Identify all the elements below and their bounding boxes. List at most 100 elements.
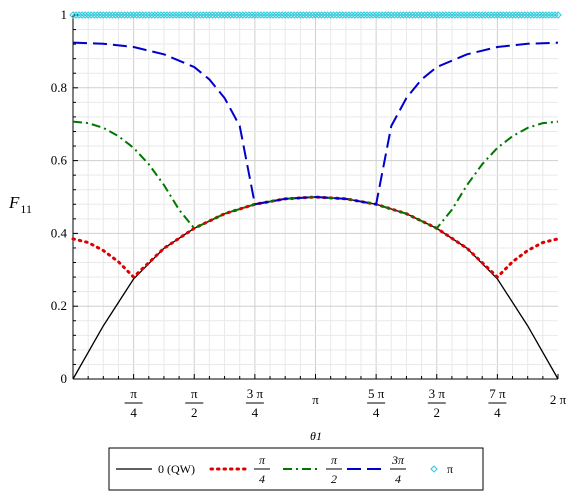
x-tick-label: π <box>312 392 319 407</box>
series-pi-point <box>463 11 471 19</box>
series-pi-point <box>266 11 274 19</box>
axes <box>72 14 559 380</box>
series-pi-point <box>305 11 314 19</box>
series-pi-point <box>526 11 535 19</box>
series-pi-point <box>445 11 453 19</box>
series-pi-point <box>242 11 250 19</box>
series-pi-point <box>172 11 180 19</box>
series-pi-point <box>175 11 183 19</box>
series-pi-point <box>363 11 371 19</box>
x-tick-label: 3 π4 <box>245 386 264 420</box>
series-pi-point <box>108 11 117 19</box>
series-pi-point <box>551 11 559 19</box>
y-tick-label: 0 <box>61 371 68 386</box>
series-pi-point <box>208 11 217 19</box>
series-pi-point <box>214 11 223 19</box>
series-pi-point <box>469 11 477 19</box>
series-pi-point <box>105 11 114 19</box>
series-pi-point <box>308 11 317 19</box>
series-pi-point <box>496 11 505 19</box>
y-tick-label: 0.4 <box>51 225 68 240</box>
series-pi-point <box>351 11 359 19</box>
series-pi-point <box>193 11 202 19</box>
series-pi-point <box>160 11 168 19</box>
series-pi-point <box>296 11 305 19</box>
series-pi-point <box>232 11 241 19</box>
series-pi-point <box>393 11 402 19</box>
series-pi-point <box>151 11 159 19</box>
series-pi-point <box>72 11 80 19</box>
series-pi-point <box>263 11 271 19</box>
series-pi-point <box>166 11 174 19</box>
series-pi-point <box>542 11 550 19</box>
series-pi-point <box>275 11 283 19</box>
series-pi-point <box>148 11 156 19</box>
series-pi-point <box>235 11 244 19</box>
series-pi-point <box>548 11 556 19</box>
series-pi-point <box>423 11 432 19</box>
series-pi-point <box>226 11 235 19</box>
series-pi-point <box>490 11 499 19</box>
series-pi-point <box>75 11 83 19</box>
x-tick-label: 2 π <box>550 392 567 407</box>
series-pi-point <box>184 11 192 19</box>
series-pi-point <box>439 11 447 19</box>
y-tick-label: 0.2 <box>51 298 67 313</box>
legend-label-numerator: π <box>259 453 266 467</box>
series-pi-point <box>381 11 389 19</box>
series-pi-point <box>290 11 299 19</box>
legend-label-denominator: 4 <box>395 472 401 486</box>
series-pi-point <box>508 11 517 19</box>
series-pi-point <box>90 11 98 19</box>
series-pi-point <box>78 11 86 19</box>
series-pi-point <box>390 11 399 19</box>
legend-item: 0 (QW) <box>116 462 195 476</box>
legend-item: π4 <box>209 453 270 486</box>
x-tick-label: 7 π4 <box>488 386 507 420</box>
series-pi-point <box>514 11 523 19</box>
series-pi-point <box>329 11 338 19</box>
series-pi-point <box>145 11 153 19</box>
series-pi-point <box>281 11 289 19</box>
x-tick-numerator: 3 π <box>247 386 264 401</box>
x-tick-denominator: 4 <box>130 405 137 420</box>
x-tick-numerator: 3 π <box>429 386 446 401</box>
series-pi-point <box>414 11 423 19</box>
series-pi-point <box>114 11 123 19</box>
series-pi-point <box>384 11 393 19</box>
series-pi-point <box>481 11 490 19</box>
series-pi-point <box>354 11 362 19</box>
series-line-3 <box>72 41 559 206</box>
legend-label: 0 (QW) <box>158 462 195 476</box>
series-pi-point <box>369 11 377 19</box>
series-pi-point <box>360 11 368 19</box>
series-pi-point <box>554 11 562 19</box>
series-pi-point <box>141 11 150 19</box>
series-pi-point <box>396 11 405 19</box>
series-pi-point <box>260 11 268 19</box>
x-tick-denominator: 4 <box>373 405 380 420</box>
x-tick-denominator: 4 <box>252 405 259 420</box>
series-pi-point <box>205 11 214 19</box>
series-pi-point <box>87 11 95 19</box>
series-pi-point <box>357 11 365 19</box>
series-pi-point <box>335 11 344 19</box>
series-pi-point <box>202 11 211 19</box>
x-tick-numerator: 7 π <box>489 386 506 401</box>
grid <box>73 14 558 379</box>
series-line-1 <box>71 195 560 279</box>
legend-item: π2 <box>283 453 342 486</box>
legend-label-numerator: π <box>331 453 338 467</box>
x-tick-numerator: 5 π <box>368 386 385 401</box>
series-pi-point <box>417 11 426 19</box>
series-pi-point <box>157 11 165 19</box>
series-pi-point <box>457 11 465 19</box>
legend-label-denominator: 4 <box>259 472 265 486</box>
series-pi-point <box>475 11 483 19</box>
series-pi-point <box>293 11 302 19</box>
series-pi-point <box>299 11 308 19</box>
series-pi-point <box>126 11 135 19</box>
series-pi-point <box>111 11 120 19</box>
y-tick-label: 0.8 <box>51 80 67 95</box>
